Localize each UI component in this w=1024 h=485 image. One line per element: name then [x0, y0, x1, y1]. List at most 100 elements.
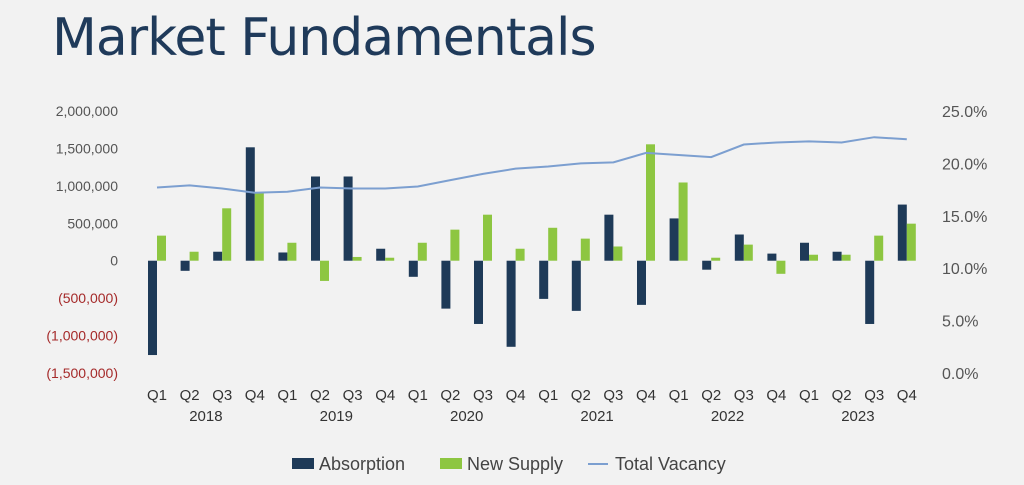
x-axis-quarter-label: Q2: [180, 387, 200, 404]
new-supply-bar: [417, 242, 427, 261]
new-supply-bar: [254, 192, 264, 261]
x-axis-quarter-label: Q3: [864, 387, 884, 404]
x-axis-quarter-label: Q4: [766, 387, 786, 404]
absorption-bar: [604, 214, 614, 261]
absorption-bar: [245, 147, 255, 261]
legend-label: Total Vacancy: [615, 454, 726, 474]
absorption-bar: [180, 260, 190, 271]
new-supply-bar: [320, 260, 329, 281]
new-supply-bar: [613, 246, 623, 261]
absorption-bar: [637, 260, 646, 305]
new-supply-bar: [646, 144, 655, 261]
new-supply-bar: [287, 242, 297, 261]
x-axis-quarter-label: Q3: [473, 387, 493, 404]
legend-swatch: [440, 458, 462, 469]
absorption-bar: [311, 176, 320, 261]
absorption-bar: [571, 260, 581, 311]
left-axis-tick-label: 0: [110, 253, 118, 269]
new-supply-bar: [222, 208, 232, 261]
x-axis-year-label: 2023: [841, 408, 874, 425]
x-axis-quarter-label: Q1: [538, 387, 558, 404]
right-axis-tick-label: 20.0%: [942, 156, 987, 173]
x-axis-quarter-label: Q4: [636, 387, 656, 404]
new-supply-bar: [515, 248, 525, 261]
x-axis-quarter-label: Q1: [669, 387, 689, 404]
absorption-bar: [832, 251, 842, 261]
new-supply-bar: [385, 257, 395, 261]
new-supply-bar: [906, 223, 916, 261]
x-axis-quarter-label: Q1: [147, 387, 167, 404]
x-axis-year-label: 2021: [580, 408, 613, 425]
absorption-bar: [897, 204, 907, 261]
absorption-bar: [865, 260, 875, 324]
new-supply-bar: [776, 260, 786, 274]
x-axis-quarter-label: Q2: [571, 387, 591, 404]
x-axis-quarter-label: Q2: [310, 387, 330, 404]
new-supply-bar: [352, 256, 362, 261]
x-axis-quarter-label: Q2: [701, 387, 721, 404]
right-axis-tick-label: 25.0%: [942, 104, 987, 121]
absorption-bar: [278, 252, 288, 261]
x-axis-quarter-label: Q3: [603, 387, 623, 404]
new-supply-bar: [157, 235, 166, 261]
x-axis-year-label: 2018: [189, 408, 222, 425]
absorption-bar: [702, 260, 712, 270]
new-supply-bar: [809, 254, 818, 261]
x-axis-quarter-label: Q4: [897, 387, 917, 404]
absorption-bar: [441, 260, 451, 309]
x-axis-quarter-label: Q2: [832, 387, 852, 404]
left-axis-tick-label: (1,000,000): [46, 328, 118, 344]
left-axis-tick-label: 1,500,000: [56, 140, 118, 156]
new-supply-bar: [874, 235, 884, 261]
right-axis-tick-label: 0.0%: [942, 366, 978, 383]
legend-label: Absorption: [319, 454, 405, 474]
x-axis-quarter-label: Q3: [343, 387, 363, 404]
absorption-bar: [734, 234, 744, 261]
left-axis-tick-label: (1,500,000): [46, 365, 118, 381]
new-supply-bar: [580, 238, 590, 261]
left-axis-tick-label: 1,000,000: [56, 178, 118, 194]
absorption-bar: [767, 253, 777, 261]
x-axis-quarter-label: Q4: [245, 387, 265, 404]
x-axis-quarter-label: Q1: [408, 387, 428, 404]
absorption-bar: [343, 176, 353, 261]
left-axis-tick-label: 2,000,000: [56, 103, 118, 119]
right-axis-tick-label: 15.0%: [942, 209, 987, 226]
new-supply-bar: [711, 257, 721, 261]
new-supply-bar: [743, 244, 753, 261]
x-axis-quarter-label: Q3: [734, 387, 754, 404]
absorption-bar: [669, 218, 679, 261]
x-axis-quarter-label: Q1: [799, 387, 819, 404]
new-supply-bar: [189, 251, 199, 261]
new-supply-bar: [450, 229, 460, 261]
x-axis-quarter-label: Q4: [506, 387, 526, 404]
new-supply-bar: [483, 214, 492, 261]
new-supply-bar: [678, 182, 688, 261]
absorption-bar: [800, 242, 809, 261]
absorption-bar: [408, 260, 418, 277]
x-axis-quarter-label: Q3: [212, 387, 232, 404]
total-vacancy-line: [156, 136, 907, 194]
right-axis-tick-label: 10.0%: [942, 261, 987, 278]
left-axis-tick-label: (500,000): [58, 290, 118, 306]
x-axis-year-label: 2020: [450, 408, 483, 425]
x-axis-year-label: 2019: [320, 408, 353, 425]
x-axis-quarter-label: Q2: [440, 387, 460, 404]
absorption-bar: [376, 248, 386, 261]
absorption-bar: [506, 260, 516, 347]
absorption-bar: [213, 251, 223, 261]
new-supply-bar: [548, 227, 558, 261]
legend-swatch: [292, 458, 314, 469]
x-axis-quarter-label: Q1: [277, 387, 297, 404]
left-axis-tick-label: 500,000: [67, 215, 118, 231]
absorption-bar: [539, 260, 549, 299]
right-axis-tick-label: 5.0%: [942, 314, 978, 331]
x-axis-quarter-label: Q4: [375, 387, 395, 404]
absorption-bar: [474, 260, 483, 324]
absorption-bar: [148, 260, 157, 356]
legend-label: New Supply: [467, 454, 563, 474]
chart-title: Market Fundamentals: [52, 8, 597, 68]
new-supply-bar: [841, 254, 851, 261]
x-axis-year-label: 2022: [711, 408, 744, 425]
